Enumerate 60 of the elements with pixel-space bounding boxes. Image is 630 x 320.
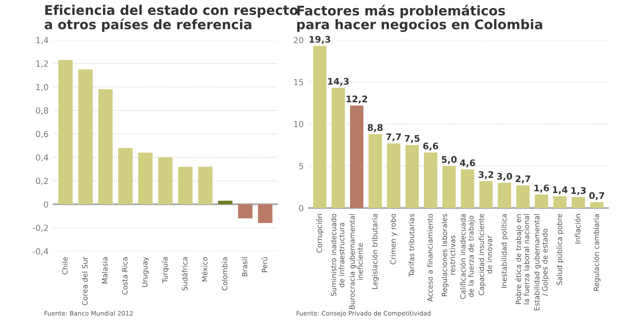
y-tick-label: 0,4 — [36, 154, 48, 162]
bar — [368, 134, 382, 208]
chart-title: Factores más problemáticos para hacer negocios en Colombia — [297, 4, 542, 32]
bar — [553, 196, 567, 208]
bar — [258, 204, 272, 224]
data-label: 3,0 — [497, 172, 512, 181]
bar — [198, 166, 212, 204]
bar — [118, 148, 133, 204]
bar — [138, 152, 153, 204]
data-label: 1,4 — [552, 186, 568, 194]
bar — [178, 166, 193, 204]
data-label: 0,7 — [589, 192, 604, 200]
data-label: 1,6 — [534, 184, 549, 193]
y-tick-label: 1,2 — [36, 60, 48, 68]
y-tick-label: 20 — [294, 36, 304, 44]
y-tick-label: 1,4 — [36, 37, 48, 44]
y-tick-label: 0,2 — [36, 178, 48, 185]
data-label: 2,7 — [516, 175, 530, 184]
bar — [424, 152, 438, 208]
bar — [572, 197, 586, 208]
data-label: 19,3 — [310, 36, 330, 44]
bar — [442, 166, 456, 208]
bar — [58, 60, 73, 204]
bar — [98, 89, 113, 204]
bar — [460, 169, 474, 208]
data-label: 7,5 — [404, 135, 420, 144]
y-tick-label: -0,2 — [32, 224, 48, 232]
bar — [479, 181, 493, 208]
bar — [590, 202, 604, 208]
data-label: 4,6 — [460, 159, 476, 168]
bar — [387, 143, 400, 208]
bar — [516, 185, 530, 208]
data-label: 8,8 — [368, 124, 383, 132]
data-label: 3,2 — [478, 171, 494, 180]
data-label: 7,7 — [386, 133, 401, 142]
bar — [238, 204, 252, 218]
bar — [350, 106, 364, 208]
bar — [405, 145, 419, 208]
y-tick-label: 10 — [294, 120, 304, 128]
bar — [158, 157, 173, 204]
y-tick-label: 0 — [299, 204, 304, 212]
data-label: 5,0 — [442, 156, 457, 164]
y-tick-label: 5 — [299, 163, 304, 170]
y-tick-label: 1,0 — [36, 84, 48, 92]
bar — [498, 182, 512, 208]
bar — [78, 69, 93, 204]
data-label: 12,2 — [346, 96, 368, 104]
bar — [218, 200, 232, 204]
data-label: 14,3 — [328, 78, 349, 86]
bar — [534, 194, 548, 208]
y-tick-label: 0,8 — [36, 107, 48, 115]
y-tick-label: 0 — [44, 201, 48, 208]
y-tick-label: 0,6 — [36, 130, 48, 138]
y-tick-label: 15 — [294, 79, 304, 86]
chart-title: Eficiencia del estado con respecto a otros países de referencia — [44, 4, 298, 32]
bar — [313, 46, 326, 208]
data-label: 1,3 — [571, 187, 586, 196]
bar — [332, 88, 345, 208]
y-tick-label: -0,4 — [32, 248, 48, 256]
data-label: 6,6 — [423, 142, 438, 151]
